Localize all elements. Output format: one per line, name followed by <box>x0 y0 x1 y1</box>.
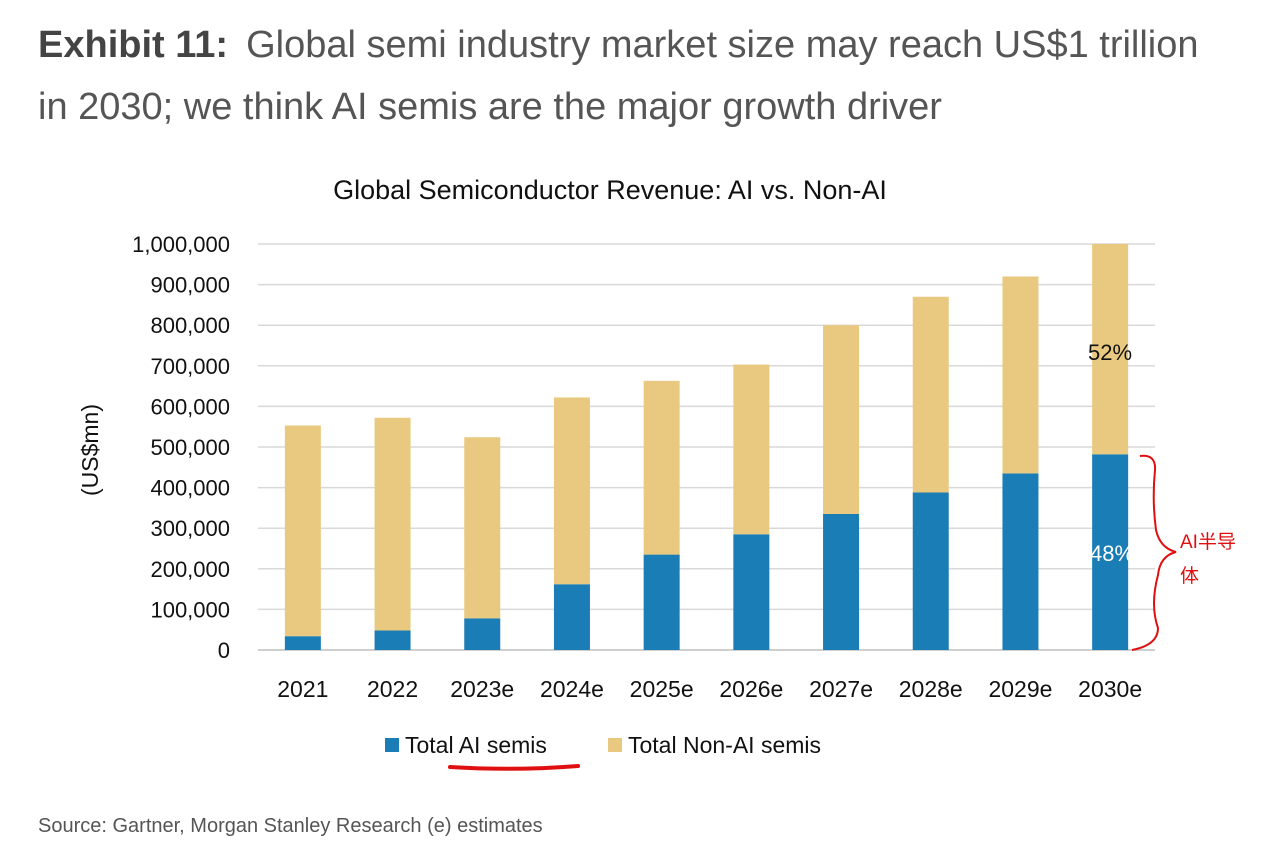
x-axis-ticks: 2021 2022 2023e 2024e 2025e 2026e 2027e 2028e 20… <box>277 676 1142 702</box>
legend: Total AI semis Total Non-AI semis <box>385 732 821 771</box>
bar-ai-semis <box>643 554 680 650</box>
x-tick-label: 2030e <box>1078 676 1142 702</box>
x-tick-label: 2029e <box>988 676 1052 702</box>
bar-non-ai-semis <box>1092 244 1129 455</box>
y-tick-label: 100,000 <box>150 597 230 622</box>
bar-non-ai-semis <box>823 325 860 514</box>
bar-non-ai-semis <box>464 437 501 619</box>
bar-non-ai-semis <box>374 417 411 631</box>
bar-ai-semis <box>553 584 590 650</box>
y-tick-label: 600,000 <box>150 394 230 419</box>
handwritten-label-line2: 体 <box>1180 565 1199 587</box>
y-tick-label: 900,000 <box>150 273 230 298</box>
y-axis-ticks: 1,000,000 900,000 800,000 700,000 600,000 500… <box>132 232 230 663</box>
x-tick-label: 2028e <box>899 676 963 702</box>
y-tick-label: 200,000 <box>150 557 230 582</box>
bar-ai-semis <box>284 636 321 650</box>
exhibit-label: Exhibit 11: <box>38 24 229 66</box>
bar-ai-semis <box>374 630 411 650</box>
y-tick-label: 800,000 <box>150 313 230 338</box>
y-tick-label: 1,000,000 <box>132 232 230 257</box>
legend-swatch-ai <box>385 738 399 752</box>
bars <box>284 244 1129 650</box>
bar-non-ai-semis <box>553 397 590 585</box>
annotation-non-ai-share: 52% <box>1088 340 1132 365</box>
bar-ai-semis <box>823 513 860 650</box>
y-tick-label: 0 <box>218 638 230 663</box>
bar-ai-semis <box>464 618 501 650</box>
red-underline-annotation <box>448 764 580 771</box>
red-bracket-annotation <box>1131 454 1177 651</box>
source-note: Source: Gartner, Morgan Stanley Research… <box>38 815 543 837</box>
exhibit-title: Exhibit 11: Global semi industry market s… <box>38 14 1218 138</box>
bar-non-ai-semis <box>643 380 680 555</box>
x-tick-label: 2022 <box>367 676 418 702</box>
y-tick-label: 700,000 <box>150 354 230 379</box>
x-tick-label: 2027e <box>809 676 873 702</box>
x-tick-label: 2023e <box>450 676 514 702</box>
x-tick-label: 2025e <box>630 676 694 702</box>
x-tick-label: 2024e <box>540 676 604 702</box>
bar-non-ai-semis <box>733 364 770 535</box>
chart-title: Global Semiconductor Revenue: AI vs. Non… <box>333 175 887 205</box>
bar-non-ai-semis <box>284 425 321 637</box>
x-tick-label: 2026e <box>719 676 783 702</box>
annotation-ai-share: 48% <box>1090 541 1134 566</box>
x-tick-label: 2021 <box>277 676 328 702</box>
bar-ai-semis <box>1002 473 1039 650</box>
legend-swatch-non-ai <box>608 738 622 752</box>
bar-ai-semis <box>733 534 770 650</box>
bar-non-ai-semis <box>912 296 949 493</box>
y-tick-label: 500,000 <box>150 435 230 460</box>
bar-non-ai-semis <box>1002 276 1039 474</box>
legend-label-ai: Total AI semis <box>405 732 547 758</box>
chart: Global Semiconductor Revenue: AI vs. Non… <box>77 175 1236 771</box>
bar-ai-semis <box>1092 454 1129 650</box>
y-tick-label: 300,000 <box>150 516 230 541</box>
exhibit-title-text: Global semi industry market size may rea… <box>38 24 1199 128</box>
legend-label-non-ai: Total Non-AI semis <box>628 732 821 758</box>
bar-ai-semis <box>912 492 949 650</box>
y-tick-label: 400,000 <box>150 476 230 501</box>
y-axis-label: (US$mn) <box>77 404 103 496</box>
handwritten-label-line1: AI半导 <box>1180 531 1236 553</box>
